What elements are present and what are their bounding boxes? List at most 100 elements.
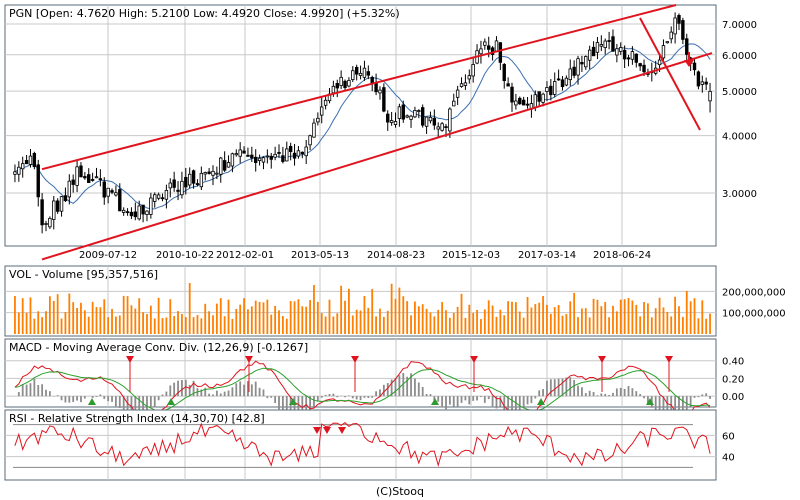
volume-panel-title: VOL - Volume [95,357,516]: [9, 268, 158, 281]
price-x-tick: 2017-03-14: [518, 250, 576, 261]
macd-histogram-bar: [627, 386, 630, 397]
macd-histogram-bar: [219, 393, 222, 397]
macd-histogram-bar: [375, 391, 377, 397]
volume-bar: [177, 311, 179, 334]
macd-y-tick: 0.20: [722, 374, 744, 385]
volume-bar: [573, 292, 576, 334]
candle-body: [397, 106, 402, 119]
candle-body: [401, 104, 405, 120]
candle-body: [424, 116, 429, 127]
candle-body: [518, 97, 522, 105]
candle-body: [83, 176, 87, 179]
price-y-tick: 3.0000: [722, 189, 757, 200]
price-candles: [13, 12, 712, 234]
candle-body: [36, 164, 40, 198]
volume-bar: [324, 316, 327, 334]
price-y-ticks: 7.0000 6.0000 5.0000 4.0000 3.0000: [722, 20, 757, 200]
volume-bar: [631, 300, 634, 334]
macd-histogram-bar: [371, 396, 374, 398]
candle-body: [615, 48, 619, 56]
candle-body: [63, 195, 68, 202]
candle-body: [238, 149, 242, 157]
volume-bar: [402, 296, 405, 334]
macd-histogram-bar: [227, 390, 230, 397]
candle-body: [358, 72, 363, 76]
candle-body: [254, 156, 258, 163]
macd-histogram-bar: [499, 396, 502, 407]
volume-bar: [522, 317, 525, 334]
volume-bar: [281, 316, 284, 334]
rsi-overbought-marker-icon: [323, 427, 331, 434]
volume-bar: [87, 316, 90, 334]
macd-histogram-bar: [608, 395, 610, 397]
volume-bar: [612, 305, 614, 334]
volume-bar: [565, 314, 568, 334]
volume-bar: [410, 315, 412, 334]
macd-histogram-bar: [301, 396, 304, 418]
buy-marker-icon: [431, 398, 439, 405]
candle-body: [556, 78, 561, 81]
candle-body: [510, 86, 514, 103]
volume-bar: [433, 316, 436, 334]
rsi-line: [14, 422, 711, 468]
candle-body: [498, 42, 503, 63]
volume-bar: [192, 317, 195, 334]
volume-bar: [697, 318, 700, 334]
volume-bar: [239, 304, 242, 334]
candle-body: [642, 64, 646, 73]
macd-histogram-bar: [476, 396, 478, 401]
macd-histogram-bar: [480, 396, 482, 398]
volume-bar: [262, 302, 265, 334]
volume-bar: [184, 317, 187, 334]
volume-bar: [83, 310, 86, 334]
macd-histogram-bar: [491, 396, 494, 407]
buy-marker-icon: [167, 398, 175, 405]
volume-bar: [693, 298, 696, 334]
candle-body: [145, 210, 149, 215]
candle-body: [483, 41, 487, 46]
macd-panel-title: MACD - Moving Average Conv. Div. (12,26,…: [9, 341, 308, 354]
volume-bar: [134, 308, 137, 334]
candle-body: [141, 204, 145, 215]
volume-bar: [21, 298, 24, 334]
volume-bar: [200, 318, 203, 334]
volume-bar: [499, 309, 502, 334]
candle-body: [545, 87, 549, 92]
candle-body: [692, 62, 697, 71]
candle-body: [226, 162, 231, 168]
macd-histogram-bar: [448, 396, 451, 405]
candle-body: [160, 197, 165, 200]
volume-bar: [654, 308, 657, 334]
rsi-panel: RSI - Relative Strength Index (14,30,70)…: [4, 409, 735, 481]
moving-average-line: [14, 43, 711, 210]
volume-bar: [153, 318, 156, 334]
volume-bar: [417, 306, 420, 334]
volume-bar: [169, 299, 172, 334]
volume-bar: [429, 312, 432, 334]
candle-body: [269, 155, 273, 160]
candle-body: [261, 157, 266, 163]
volume-bar: [511, 301, 513, 334]
macd-histogram-bar: [468, 396, 471, 405]
macd-histogram-bar: [619, 387, 622, 397]
candle-body: [230, 153, 235, 167]
macd-histogram-bar: [72, 396, 75, 402]
rsi-y-tick: 40: [722, 453, 735, 464]
candle-body: [553, 81, 557, 95]
price-x-tick: 2018-06-24: [593, 250, 651, 261]
volume-bar: [608, 317, 610, 334]
macd-histogram-bar: [83, 396, 86, 399]
macd-histogram-bar: [115, 396, 117, 407]
macd-histogram-bar: [328, 394, 331, 397]
volume-bar: [25, 312, 28, 334]
candle-body: [246, 154, 250, 157]
volume-bar: [270, 314, 273, 334]
volume-bar: [80, 302, 82, 334]
macd-histogram-bar: [670, 396, 673, 417]
macd-histogram-bar: [538, 390, 541, 397]
volume-bar: [301, 306, 304, 334]
buy-marker-icon: [88, 398, 96, 405]
volume-bar: [592, 298, 595, 334]
volume-bar: [208, 311, 211, 334]
macd-histogram-bar: [581, 387, 583, 397]
